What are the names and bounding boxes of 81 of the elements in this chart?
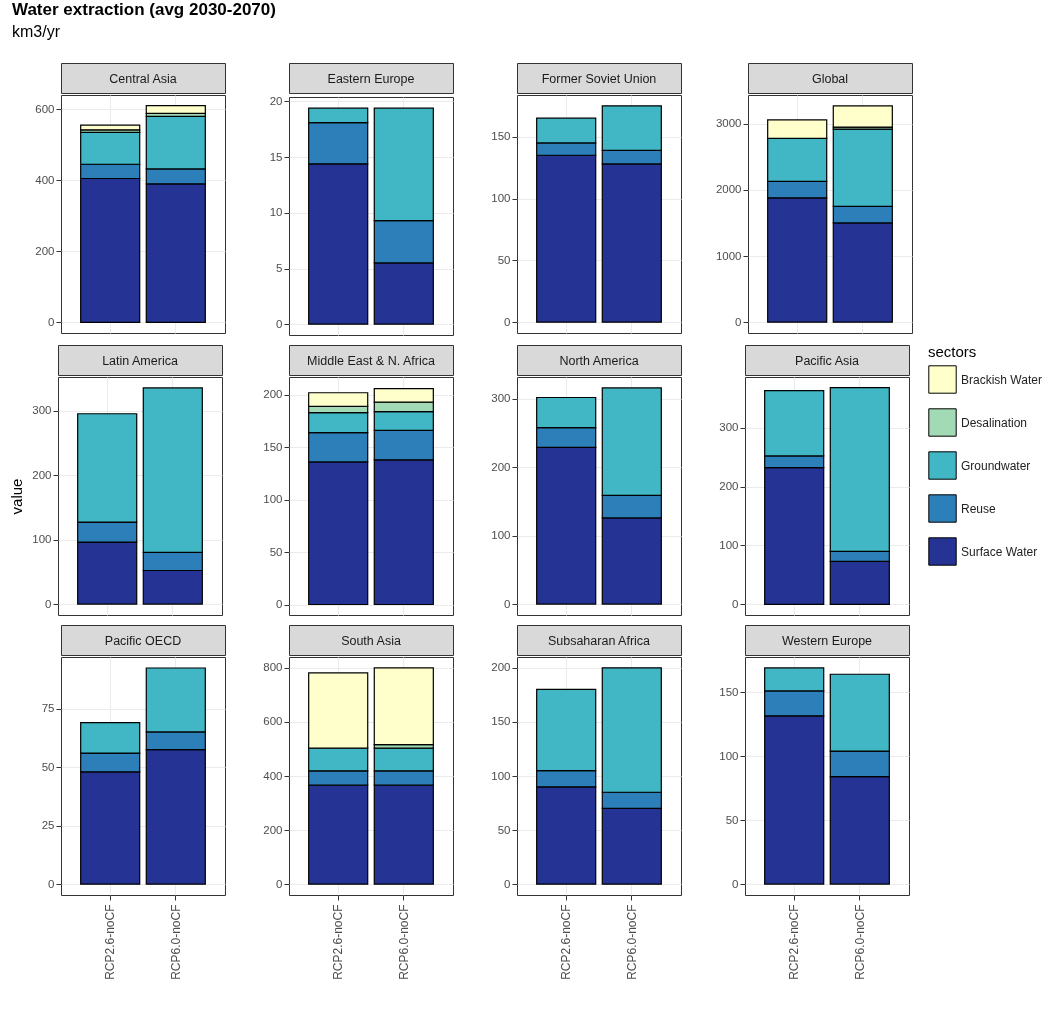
chart-title: Pacific OECD	[104, 634, 182, 648]
x-tick-label: RCP6.0-noCF	[168, 904, 183, 980]
chart-title: Pacific Asia	[795, 354, 859, 368]
y-tick-label: 200	[491, 661, 511, 674]
x-tick-label: RCP6.0-noCF	[852, 904, 867, 980]
legend-label: Surface Water	[961, 544, 1038, 559]
y-tick-label: 200	[491, 460, 511, 473]
y-tick-label: 200	[32, 468, 52, 481]
y-tick-label: 50	[497, 823, 511, 836]
y-tick-label: 100	[491, 769, 511, 782]
y-tick-label: 150	[719, 685, 739, 698]
y-tick-label: 0	[48, 877, 55, 890]
y-tick-label: 600	[263, 715, 283, 728]
y-tick-label: 20	[269, 94, 283, 107]
y-tick-label: 0	[276, 317, 283, 330]
y-tick-label: 300	[719, 421, 739, 434]
y-tick-label: 3000	[715, 117, 742, 130]
chart-title: Middle East & N. Africa	[307, 354, 435, 368]
y-tick-label: 100	[719, 749, 739, 762]
y-tick-label: 600	[35, 102, 55, 115]
y-tick-label: 200	[263, 388, 283, 401]
x-tick-label: RCP2.6-noCF	[787, 904, 802, 980]
text: km3/yr	[12, 23, 61, 41]
y-tick-label: 200	[35, 244, 55, 257]
y-axis-title: value	[7, 478, 25, 515]
y-tick-label: 200	[263, 823, 283, 836]
chart-title: Eastern Europe	[327, 72, 415, 86]
legend-label: Desalination	[961, 415, 1028, 430]
y-tick-label: 150	[491, 130, 511, 143]
y-tick-label: 200	[719, 480, 739, 493]
chart-title: Subsaharan Africa	[547, 634, 651, 648]
chart-title: South Asia	[341, 634, 401, 648]
y-tick-label: 400	[35, 173, 55, 186]
y-tick-label: 0	[504, 877, 511, 890]
x-tick-label: RCP2.6-noCF	[103, 904, 118, 980]
x-tick-label: RCP2.6-noCF	[331, 904, 346, 980]
y-tick-label: 150	[263, 440, 283, 453]
y-tick-label: 0	[504, 315, 511, 328]
y-tick-label: 50	[497, 253, 511, 266]
y-tick-label: 100	[491, 529, 511, 542]
y-tick-label: 0	[48, 315, 55, 328]
y-tick-label: 15	[269, 150, 283, 163]
legend-label: Reuse	[961, 501, 997, 516]
y-tick-label: 0	[504, 597, 511, 610]
chart-title: North America	[559, 354, 639, 368]
y-tick-label: 100	[719, 538, 739, 551]
y-tick-label: 75	[41, 702, 55, 715]
y-tick-label: 5	[276, 262, 283, 275]
chart-title: Western Europe	[781, 634, 873, 648]
chart-title: Global	[811, 72, 849, 86]
x-tick-label: RCP2.6-noCF	[559, 904, 574, 980]
y-tick-label: 0	[732, 597, 739, 610]
y-tick-label: 100	[263, 493, 283, 506]
y-tick-label: 400	[263, 769, 283, 782]
y-tick-label: 50	[725, 813, 739, 826]
y-tick-label: 2000	[715, 183, 742, 196]
y-tick-label: 1000	[715, 249, 742, 262]
legend-label: Groundwater	[961, 458, 1031, 473]
y-tick-label: 300	[491, 392, 511, 405]
text: Water extraction (avg 2030-2070)	[12, 0, 276, 20]
y-tick-label: 50	[41, 760, 55, 773]
y-tick-label: 0	[276, 877, 283, 890]
y-tick-label: 100	[491, 192, 511, 205]
chart-title: Former Soviet Union	[541, 72, 657, 86]
y-tick-label: 0	[732, 877, 739, 890]
y-tick-label: 300	[32, 404, 52, 417]
legend-title: sectors	[928, 343, 977, 360]
x-tick-label: RCP6.0-noCF	[624, 904, 639, 980]
legend-label: Brackish Water	[961, 372, 1042, 387]
chart-title: Latin America	[102, 354, 178, 368]
y-tick-label: 25	[41, 819, 55, 832]
y-tick-label: 10	[269, 206, 283, 219]
y-tick-label: 800	[263, 661, 283, 674]
y-tick-label: 0	[276, 598, 283, 611]
chart-title: Central Asia	[109, 72, 177, 86]
y-tick-label: 100	[32, 533, 52, 546]
y-tick-label: 150	[491, 715, 511, 728]
x-tick-label: RCP6.0-noCF	[396, 904, 411, 980]
y-tick-label: 50	[269, 545, 283, 558]
y-tick-label: 0	[735, 315, 742, 328]
y-tick-label: 0	[45, 597, 52, 610]
